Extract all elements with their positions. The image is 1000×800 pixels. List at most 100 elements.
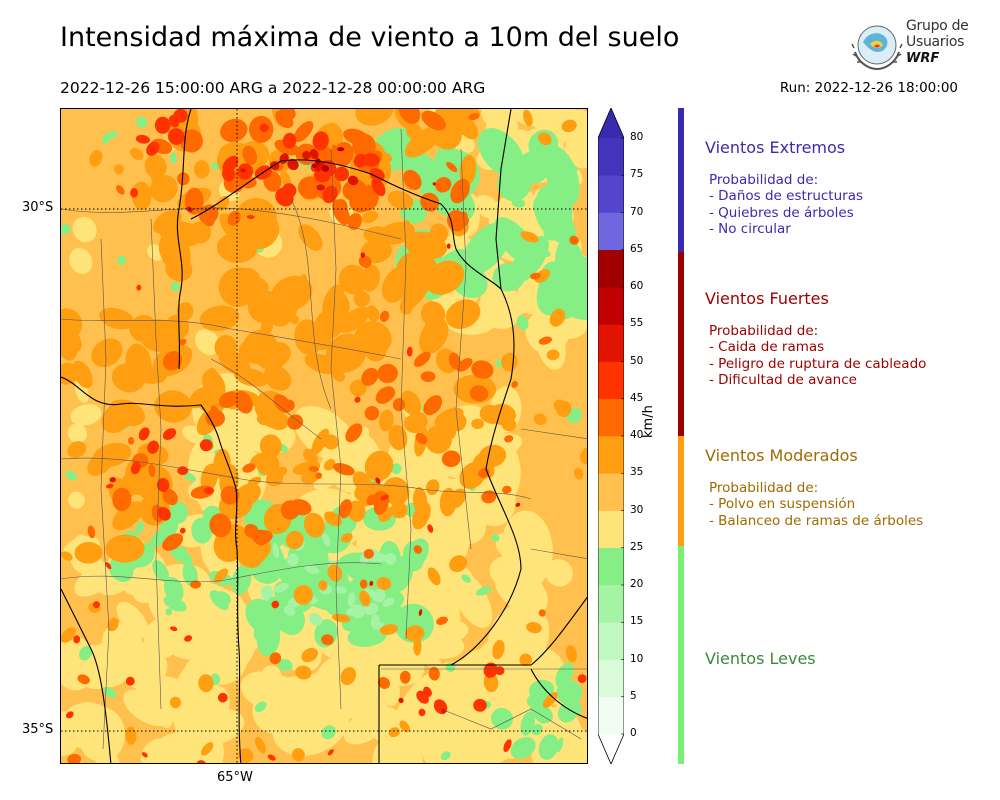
wind-contour <box>388 727 400 738</box>
wind-contour <box>201 611 236 651</box>
wind-contour <box>565 645 577 663</box>
wind-contour <box>441 450 461 468</box>
category-title-leves: Vientos Leves <box>705 649 816 668</box>
wind-contour <box>370 614 381 630</box>
wind-contour <box>436 616 448 625</box>
wind-contour <box>149 337 164 350</box>
wind-contour <box>338 264 368 295</box>
wind-contour <box>116 601 149 638</box>
wind-contour <box>108 557 134 583</box>
wind-contour <box>303 512 325 538</box>
wind-contour <box>130 147 144 161</box>
wind-contour <box>432 182 436 186</box>
colorbar-tick-label: 15 <box>630 615 644 628</box>
wind-contour <box>61 729 78 756</box>
wind-contour <box>363 548 374 559</box>
wind-contour <box>473 698 487 712</box>
wind-contour <box>354 396 361 403</box>
colorbar-segment <box>598 398 624 437</box>
wind-contour <box>476 586 492 596</box>
wind-contour <box>324 511 342 527</box>
wind-contour <box>259 123 269 133</box>
wind-contour <box>163 576 184 603</box>
wind-contour <box>73 635 81 644</box>
wind-contour <box>311 163 318 168</box>
wind-contour <box>130 188 139 198</box>
wind-contour <box>218 267 259 307</box>
wind-contour <box>538 336 553 345</box>
wind-contour <box>413 637 422 656</box>
wind-contour <box>168 128 185 145</box>
wind-contour <box>129 315 157 342</box>
wind-contour <box>318 580 328 591</box>
wind-contour <box>251 226 265 243</box>
wind-contour <box>322 185 338 204</box>
colorbar-segment <box>598 138 624 176</box>
wind-contour <box>144 154 167 179</box>
wind-contour <box>515 502 521 507</box>
wind-contour <box>406 123 422 139</box>
wind-contour <box>538 734 559 760</box>
wind-contour <box>448 488 467 509</box>
wind-contour <box>238 748 254 763</box>
wind-contour <box>364 450 394 482</box>
wind-contour <box>289 315 300 325</box>
wind-contour <box>337 682 353 700</box>
wind-contour <box>413 487 428 515</box>
wind-contour <box>443 739 479 763</box>
wind-contour <box>401 207 416 222</box>
wind-contour <box>179 338 187 346</box>
wind-contour <box>475 745 500 763</box>
wind-contour <box>375 477 381 484</box>
wind-contour <box>184 472 196 482</box>
wind-contour <box>201 742 214 756</box>
wind-contour <box>231 565 252 595</box>
wind-contour <box>491 712 502 725</box>
wind-contour <box>561 119 577 133</box>
wind-contour <box>190 580 202 589</box>
wind-contour <box>347 213 362 230</box>
wind-contour <box>446 161 458 173</box>
wind-contour <box>446 243 451 249</box>
globe-logo-icon <box>851 25 903 71</box>
colorbar-segment <box>598 622 624 660</box>
wind-contour <box>481 490 497 504</box>
wind-contour <box>172 739 196 763</box>
wind-contour <box>256 412 273 426</box>
wind-contour <box>105 534 145 563</box>
wind-contour <box>321 533 331 547</box>
wind-contour <box>425 479 440 495</box>
wind-contour <box>312 131 329 151</box>
wind-contour <box>295 665 312 680</box>
wind-contour <box>382 597 395 607</box>
wind-contour <box>331 144 340 157</box>
wind-contour <box>346 606 362 617</box>
wind-contour <box>451 109 479 140</box>
wind-contour <box>217 692 228 703</box>
wind-contour <box>398 109 421 124</box>
wind-contour <box>400 304 412 315</box>
wind-contour <box>449 555 468 573</box>
wind-contour <box>91 338 123 368</box>
wind-contour <box>323 459 336 471</box>
wind-contour <box>580 446 587 465</box>
wind-contour <box>148 464 156 477</box>
wind-contour <box>369 168 385 182</box>
wind-contour <box>260 317 274 337</box>
lat-label-35s: 35°S <box>22 722 54 737</box>
wind-contour <box>469 385 489 402</box>
wind-contour <box>347 175 359 186</box>
wind-contour <box>327 564 343 582</box>
category-line: - Dificultad de avance <box>709 371 857 388</box>
wind-contour <box>220 118 248 143</box>
wind-contour <box>205 409 225 427</box>
wind-contour <box>528 679 555 701</box>
wind-contour <box>308 612 323 626</box>
wind-contour <box>382 477 410 506</box>
wind-contour <box>327 749 334 756</box>
wind-contour <box>263 365 292 391</box>
wind-contour <box>428 666 440 681</box>
wind-contour <box>238 336 278 364</box>
wind-contour <box>578 752 587 763</box>
wind-contour <box>293 585 313 605</box>
